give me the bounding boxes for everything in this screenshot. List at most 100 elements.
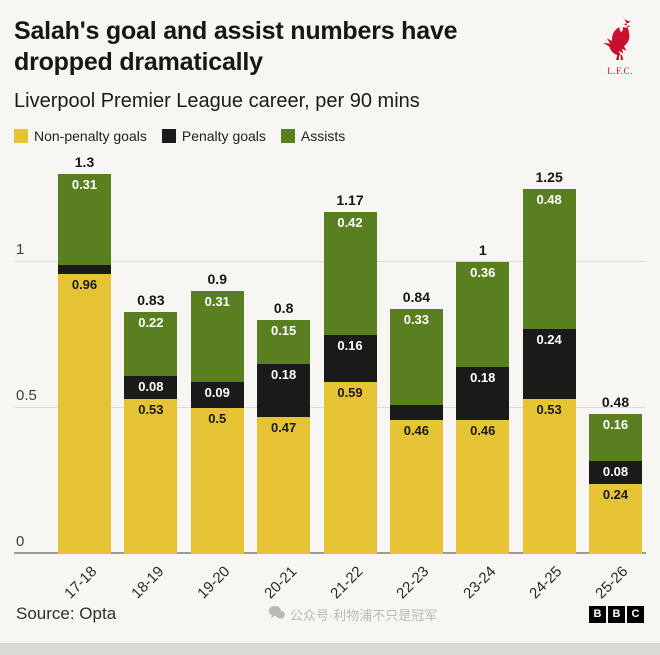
segment-value-label: 0.18 (270, 367, 297, 383)
x-axis-tick: 25-26 (589, 554, 642, 602)
segment-penalty-goals: 0.18 (257, 364, 311, 417)
legend-swatch (14, 129, 28, 143)
segment-value-label: 0.96 (71, 276, 98, 292)
x-axis-tick: 20-21 (257, 554, 310, 602)
x-axis-label: 17-18 (61, 563, 101, 603)
legend-item: Penalty goals (161, 128, 266, 144)
plot-area: 0.96 0.31 1.3 0.53 0.08 0.22 0.83 0.5 0.09 0.31 0.… (14, 154, 646, 554)
segment-penalty-goals: 0.16 (323, 335, 377, 382)
segment-non-penalty-goals: 0.47 (257, 416, 311, 554)
segment-value-label: 0.53 (536, 402, 562, 418)
stacked-bar-chart: 0.96 0.31 1.3 0.53 0.08 0.22 0.83 0.5 0.09 0.31 0.… (14, 154, 646, 602)
x-axis-tick: 19-20 (191, 554, 244, 602)
legend-label: Penalty goals (181, 128, 266, 144)
segment-non-penalty-goals: 0.46 (456, 419, 510, 554)
legend-swatch (161, 129, 176, 143)
segment-penalty-goals (389, 405, 443, 420)
x-axis-tick: 17-18 (58, 554, 111, 602)
segment-value-label: 0.24 (536, 332, 562, 348)
x-axis-label: 19-20 (194, 563, 234, 603)
bar-total-label: 1.3 (74, 154, 95, 171)
legend-item: Non-penalty goals (14, 128, 147, 144)
x-axis: 17-18 18-19 19-20 20-21 21-22 22-23 23-24 24-25… (58, 554, 642, 602)
bar-20-21: 0.47 0.18 0.15 0.8 (257, 300, 311, 554)
segment-value-label: 0.46 (470, 422, 496, 438)
bbc-logo-block: B (607, 605, 625, 623)
segment-assists: 0.31 (58, 174, 111, 265)
segment-assists: 0.36 (456, 262, 510, 368)
segment-value-label: 0.09 (204, 384, 230, 400)
bar-23-24: 0.46 0.18 0.36 1 (456, 242, 510, 554)
segment-value-label: 0.16 (602, 416, 629, 432)
x-axis-label: 23-24 (459, 563, 500, 603)
segment-value-label: 0.08 (602, 463, 629, 479)
x-axis-tick: 22-23 (390, 554, 443, 602)
segment-value-label: 0.42 (337, 215, 363, 231)
x-axis-label: 18-19 (127, 563, 168, 603)
bar-18-19: 0.53 0.08 0.22 0.83 (124, 292, 178, 554)
x-axis-tick: 24-25 (523, 554, 576, 602)
segment-assists: 0.48 (522, 189, 576, 330)
legend-item: Assists (280, 128, 345, 144)
x-axis-label: 20-21 (260, 563, 300, 603)
bottom-strip (0, 643, 660, 655)
header: Salah's goal and assist numbers have dro… (14, 15, 646, 77)
chart-legend: Non-penalty goals Penalty goals Assists (14, 128, 646, 144)
segment-non-penalty-goals: 0.5 (190, 408, 244, 554)
segment-value-label: 0.31 (204, 294, 230, 310)
bbc-logo-block: C (626, 605, 644, 623)
bar-19-20: 0.5 0.09 0.31 0.9 (190, 271, 244, 554)
segment-penalty-goals (58, 264, 111, 274)
segment-value-label: 0.46 (403, 422, 430, 438)
segment-non-penalty-goals: 0.24 (589, 483, 642, 554)
segment-non-penalty-goals: 0.53 (522, 399, 576, 554)
x-axis-tick: 23-24 (456, 554, 509, 602)
watermark: 公众号·利物浦不只是冠军 (268, 605, 437, 624)
x-axis-tick: 18-19 (124, 554, 177, 602)
segment-value-label: 0.59 (337, 384, 363, 400)
legend-label: Non-penalty goals (34, 128, 147, 144)
bbc-logo-block: B (588, 605, 606, 623)
segment-penalty-goals: 0.18 (456, 367, 510, 420)
segment-assists: 0.16 (589, 413, 642, 461)
chart-title: Salah's goal and assist numbers have dro… (14, 17, 458, 76)
segment-non-penalty-goals: 0.96 (58, 273, 111, 554)
y-tick-label: 0.5 (16, 387, 37, 404)
watermark-text: 公众号·利物浦不只是冠军 (289, 607, 438, 623)
footer: Source: Opta 公众号·利物浦不只是冠军 B B C (14, 604, 646, 624)
bar-total-label: 1.17 (336, 192, 364, 209)
x-axis-label: 24-25 (526, 563, 566, 603)
segment-penalty-goals: 0.09 (190, 381, 244, 408)
segment-penalty-goals: 0.24 (522, 329, 576, 400)
bar-25-26: 0.24 0.08 0.16 0.48 (589, 394, 642, 554)
bbc-logo: B B C (588, 605, 644, 623)
x-axis-label: 22-23 (393, 563, 433, 603)
segment-value-label: 0.08 (138, 378, 164, 394)
segment-penalty-goals: 0.08 (124, 375, 178, 400)
bar-21-22: 0.59 0.16 0.42 1.17 (323, 192, 377, 554)
bar-total-label: 1 (478, 242, 487, 259)
segment-assists: 0.15 (257, 320, 311, 365)
bar-22-23: 0.46 0.33 0.84 (389, 289, 443, 554)
liver-bird-icon (600, 15, 640, 64)
segment-penalty-goals: 0.08 (589, 460, 642, 484)
source-credit: Source: Opta (16, 604, 117, 623)
segment-value-label: 0.31 (71, 177, 98, 193)
segment-assists: 0.22 (124, 311, 178, 376)
segment-value-label: 0.36 (470, 265, 496, 281)
segment-value-label: 0.47 (270, 419, 297, 435)
x-axis-label: 21-22 (327, 563, 367, 603)
x-axis-label: 25-26 (592, 563, 632, 603)
bars-container: 0.96 0.31 1.3 0.53 0.08 0.22 0.83 0.5 0.09 0.31 0.… (58, 154, 642, 554)
bar-24-25: 0.53 0.24 0.48 1.25 (522, 169, 576, 554)
bar-total-label: 0.83 (137, 291, 165, 308)
bar-total-label: 0.8 (273, 300, 294, 317)
segment-value-label: 0.18 (470, 370, 496, 386)
segment-non-penalty-goals: 0.59 (323, 381, 377, 554)
segment-value-label: 0.15 (270, 323, 297, 339)
segment-value-label: 0.5 (208, 411, 227, 426)
segment-value-label: 0.48 (536, 192, 562, 208)
y-tick-label: 0 (16, 533, 25, 550)
segment-value-label: 0.24 (602, 486, 629, 502)
x-axis-tick: 21-22 (324, 554, 377, 602)
